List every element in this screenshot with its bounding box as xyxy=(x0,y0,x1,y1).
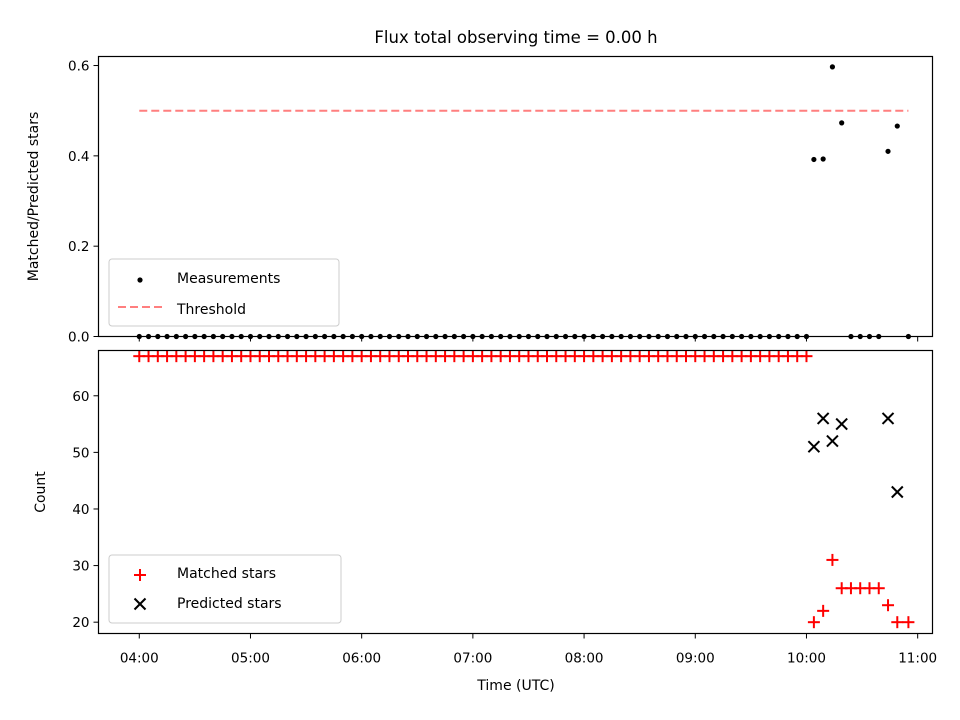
matched-stars-point xyxy=(807,616,820,629)
measurement-point xyxy=(839,120,845,126)
bottom-y-ticks: 20 30 40 50 60 xyxy=(72,389,99,631)
legend-measurements-marker xyxy=(137,277,143,283)
x-axis-label: Time (UTC) xyxy=(476,678,554,694)
matched-stars-point xyxy=(882,599,895,612)
legend-predicted-label: Predicted stars xyxy=(177,596,282,612)
bottom-legend-box xyxy=(108,554,342,624)
bottom-legend: Matched stars Predicted stars xyxy=(108,554,342,624)
top-axes-frame xyxy=(97,55,934,338)
y-tick-label: 0.4 xyxy=(68,149,89,165)
predicted-stars-point xyxy=(891,485,904,499)
top-x-ticks xyxy=(138,336,919,342)
top-plot-marks xyxy=(136,64,912,340)
x-tick-label: 08:00 xyxy=(565,651,604,667)
legend-measurements-label: Measurements xyxy=(177,271,280,287)
x-tick-label: 07:00 xyxy=(453,651,492,667)
measurement-point xyxy=(894,123,900,129)
y-tick-label: 30 xyxy=(72,559,89,575)
measurement-point xyxy=(829,64,836,70)
x-tick-label: 05:00 xyxy=(231,651,270,667)
y-tick-label: 20 xyxy=(72,615,89,631)
predicted-stars-point xyxy=(881,412,895,425)
predicted-stars-point xyxy=(826,434,839,448)
top-legend: Measurements Threshold xyxy=(108,258,340,327)
y-tick-label: 0.2 xyxy=(68,239,89,255)
bottom-axes-frame xyxy=(97,349,934,635)
x-tick-label: 10:00 xyxy=(787,651,826,667)
x-tick-label: 11:00 xyxy=(898,651,937,667)
y-tick-label: 60 xyxy=(72,389,89,405)
matched-stars-point xyxy=(817,604,830,617)
matched-stars-point xyxy=(902,616,915,629)
chart-title: Flux total observing time = 0.00 h xyxy=(374,28,657,47)
measurement-point xyxy=(820,156,826,162)
legend-matched-marker xyxy=(134,569,146,581)
top-y-ticks: 0.0 0.2 0.4 0.6 xyxy=(68,59,99,346)
legend-matched-label: Matched stars xyxy=(177,566,276,582)
top-legend-box xyxy=(108,258,340,327)
predicted-stars-point xyxy=(835,417,848,431)
x-tick-label: 09:00 xyxy=(676,651,715,667)
y-tick-label: 50 xyxy=(72,445,89,461)
top-y-axis-label: Matched/Predicted stars xyxy=(26,112,42,282)
legend-threshold-label: Threshold xyxy=(176,302,246,318)
top-panel: 0.0 0.2 0.4 0.6 Matched/Predicted stars Mea… xyxy=(26,55,934,346)
matched-stars-point xyxy=(891,616,904,629)
x-tick-label: 04:00 xyxy=(120,651,159,667)
bottom-x-ticks: 04:00 05:00 06:00 07:00 08:00 09:00 10:00 11:00 xyxy=(120,633,937,667)
y-tick-label: 0.0 xyxy=(68,330,89,346)
predicted-stars-point xyxy=(807,440,821,453)
bottom-plot-marks xyxy=(133,350,915,629)
x-tick-label: 06:00 xyxy=(342,651,381,667)
matched-stars-point xyxy=(872,582,885,595)
y-tick-label: 0.6 xyxy=(68,59,89,75)
matched-stars-point xyxy=(826,553,839,566)
legend-predicted-marker xyxy=(133,597,147,611)
matched-stars-point xyxy=(800,350,813,363)
y-tick-label: 40 xyxy=(72,502,89,518)
bottom-y-axis-label: Count xyxy=(33,471,49,513)
measurement-point xyxy=(885,148,891,154)
predicted-stars-point xyxy=(816,412,830,425)
bottom-panel: 20 30 40 50 60 04:00 05:00 06:00 07:00 08:00 09:0… xyxy=(33,349,937,694)
measurement-point xyxy=(811,156,817,163)
